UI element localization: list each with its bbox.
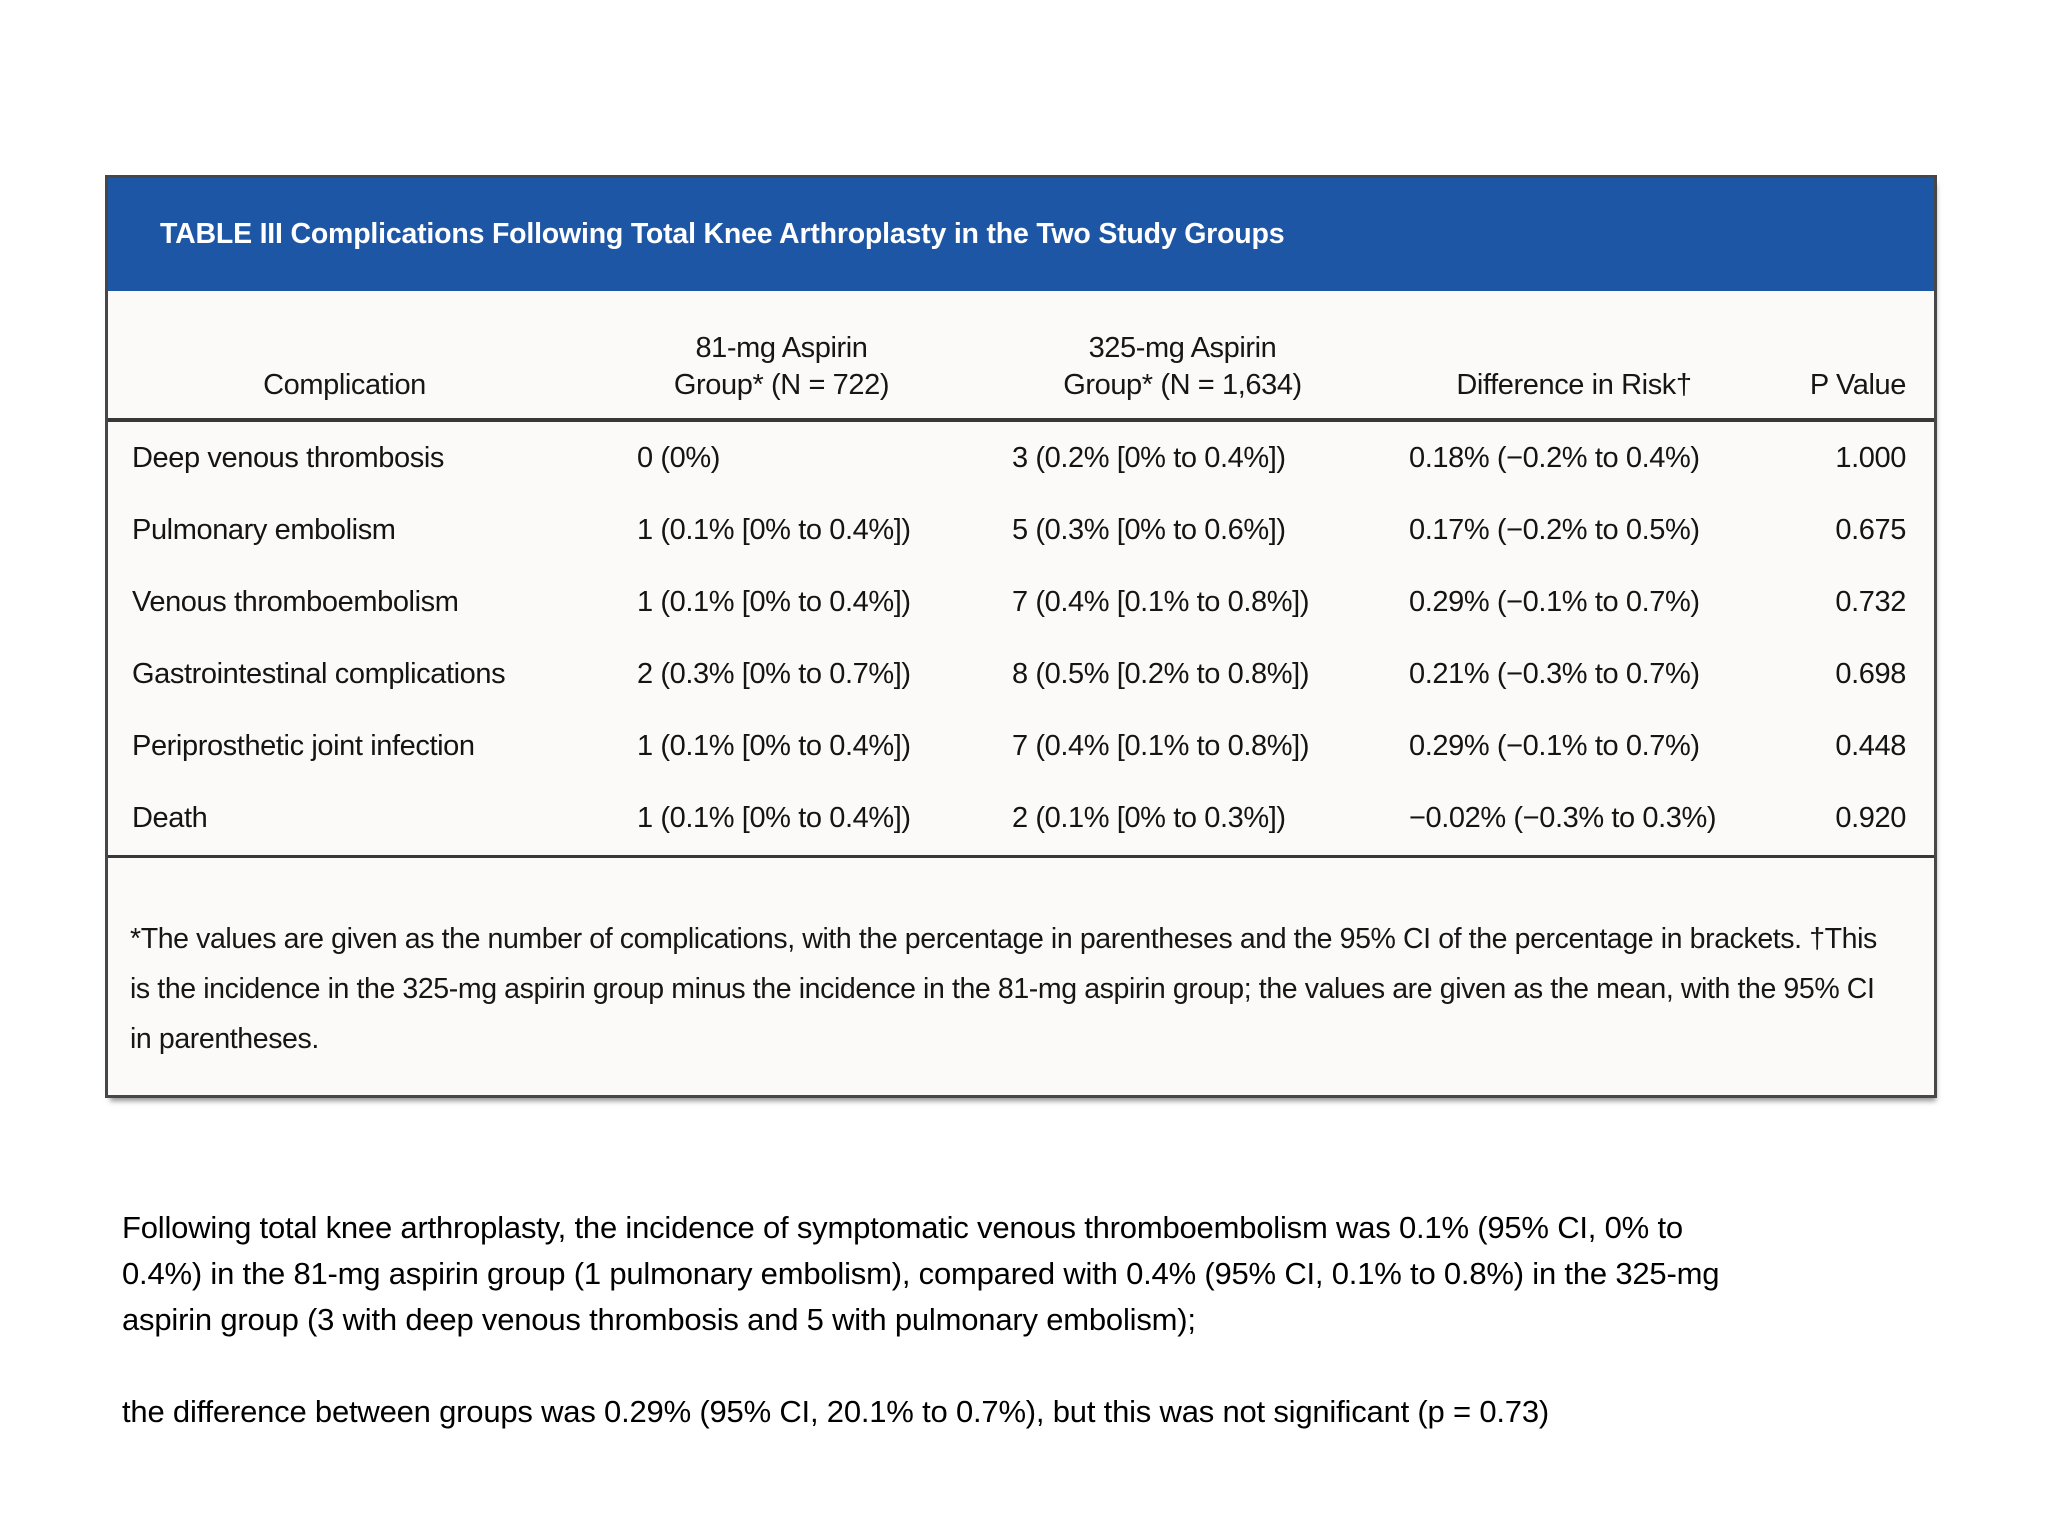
- cell-complication: Death: [132, 801, 208, 834]
- table-title: TABLE III Complications Following Total …: [160, 218, 1285, 250]
- column-header-325mg-line1: 325-mg Aspirin: [1088, 332, 1277, 364]
- commentary-text: Following total knee arthroplasty, the i…: [122, 1205, 1952, 1435]
- footnote-line: is the incidence in the 325-mg aspirin g…: [130, 973, 1875, 1005]
- table-row: Pulmonary embolism 1 (0.1% [0% to 0.4%])…: [108, 494, 1934, 566]
- cell-325mg-value: 8 (0.5% [0.2% to 0.8%]): [1012, 657, 1310, 690]
- table-row: Venous thromboembolism 1 (0.1% [0% to 0.…: [108, 566, 1934, 638]
- table-row: Death 1 (0.1% [0% to 0.4%]) 2 (0.1% [0% …: [108, 782, 1934, 854]
- cell-difference: 0.18% (−0.2% to 0.4%): [1409, 441, 1700, 474]
- column-header-complication: Complication: [263, 369, 426, 401]
- table-body: Deep venous thrombosis 0 (0%) 3 (0.2% [0…: [108, 422, 1934, 855]
- cell-325mg-value: 7 (0.4% [0.1% to 0.8%]): [1012, 585, 1310, 618]
- table-row: Periprosthetic joint infection 1 (0.1% […: [108, 710, 1934, 782]
- cell-complication: Deep venous thrombosis: [132, 441, 444, 474]
- cell-81mg-value: 1 (0.1% [0% to 0.4%]): [637, 801, 911, 834]
- cell-difference: 0.29% (−0.1% to 0.7%): [1409, 585, 1700, 618]
- cell-difference: 0.29% (−0.1% to 0.7%): [1409, 729, 1700, 762]
- column-header-p-value: P Value: [1809, 369, 1907, 401]
- cell-81mg-value: 1 (0.1% [0% to 0.4%]): [637, 513, 911, 546]
- table-footnote: *The values are given as the number of c…: [108, 855, 1934, 1064]
- cell-complication: Periprosthetic joint infection: [132, 729, 475, 762]
- cell-81mg-value: 1 (0.1% [0% to 0.4%]): [637, 585, 911, 618]
- commentary-paragraph1-line: 0.4%) in the 81-mg aspirin group (1 pulm…: [122, 1256, 1720, 1291]
- column-header-81mg-group: 81-mg Aspirin Group* (N = 722): [581, 330, 982, 404]
- commentary-paragraph1-line: Following total knee arthroplasty, the i…: [122, 1210, 1683, 1245]
- table-title-bar: TABLE III Complications Following Total …: [108, 178, 1934, 291]
- cell-p-value: 0.675: [1835, 513, 1906, 546]
- commentary-paragraph2: the difference between groups was 0.29% …: [122, 1394, 1549, 1429]
- footnote-line: *The values are given as the number of c…: [130, 923, 1877, 955]
- cell-p-value: 0.698: [1835, 657, 1906, 690]
- cell-complication: Gastrointestinal complications: [132, 657, 506, 690]
- commentary-paragraph1-line: aspirin group (3 with deep venous thromb…: [122, 1302, 1196, 1337]
- cell-325mg-value: 7 (0.4% [0.1% to 0.8%]): [1012, 729, 1310, 762]
- table-figure: TABLE III Complications Following Total …: [105, 175, 1937, 1098]
- cell-81mg-value: 2 (0.3% [0% to 0.7%]): [637, 657, 911, 690]
- footnote-line: in parentheses.: [130, 1023, 319, 1055]
- cell-325mg-value: 2 (0.1% [0% to 0.3%]): [1012, 801, 1286, 834]
- cell-difference: 0.17% (−0.2% to 0.5%): [1409, 513, 1700, 546]
- cell-325mg-value: 5 (0.3% [0% to 0.6%]): [1012, 513, 1286, 546]
- cell-81mg-value: 1 (0.1% [0% to 0.4%]): [637, 729, 911, 762]
- cell-p-value: 1.000: [1835, 441, 1906, 474]
- paragraph-gap: [122, 1343, 1952, 1389]
- cell-p-value: 0.920: [1835, 801, 1906, 834]
- table-header-row: Complication 81-mg Aspirin Group* (N = 7…: [108, 291, 1934, 422]
- table-row: Gastrointestinal complications 2 (0.3% […: [108, 638, 1934, 710]
- column-header-81mg-line2: Group* (N = 722): [673, 369, 890, 401]
- cell-difference: −0.02% (−0.3% to 0.3%): [1409, 801, 1717, 834]
- cell-difference: 0.21% (−0.3% to 0.7%): [1409, 657, 1700, 690]
- cell-p-value: 0.732: [1835, 585, 1906, 618]
- cell-p-value: 0.448: [1835, 729, 1906, 762]
- column-header-325mg-line2: Group* (N = 1,634): [1063, 369, 1302, 401]
- table-row: Deep venous thrombosis 0 (0%) 3 (0.2% [0…: [108, 422, 1934, 494]
- column-header-325mg-group: 325-mg Aspirin Group* (N = 1,634): [982, 330, 1383, 404]
- cell-81mg-value: 0 (0%): [637, 441, 721, 474]
- cell-325mg-value: 3 (0.2% [0% to 0.4%]): [1012, 441, 1286, 474]
- column-header-81mg-line1: 81-mg Aspirin: [695, 332, 868, 364]
- cell-complication: Pulmonary embolism: [132, 513, 396, 546]
- cell-complication: Venous thromboembolism: [132, 585, 459, 618]
- column-header-difference-in-risk: Difference in Risk†: [1456, 369, 1692, 401]
